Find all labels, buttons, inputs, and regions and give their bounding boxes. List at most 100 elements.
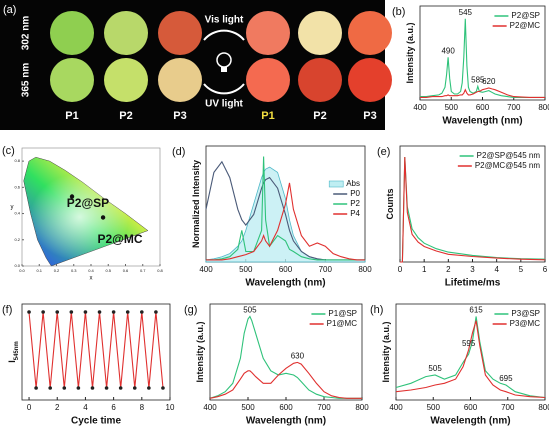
peak-annotation: 630: [291, 352, 305, 361]
series-line: [420, 87, 545, 98]
sample-disk: [246, 11, 290, 55]
y-axis-label-main: Normalized Intensity: [191, 160, 201, 248]
y-axis-label-main: Intensity (a.u.): [381, 321, 391, 382]
series-marker: [111, 310, 116, 314]
sample-disk: [104, 58, 148, 102]
y-axis-label-main: Counts: [385, 189, 395, 220]
peak-annotation: 695: [499, 374, 513, 383]
y-axis-label: Normalized Intensity: [191, 160, 201, 248]
series-marker: [55, 310, 60, 314]
col-label: P1: [261, 110, 274, 122]
series-marker: [140, 310, 144, 314]
x-tick-label: 2: [55, 403, 60, 412]
x-tick-label: 700: [501, 403, 515, 412]
x-axis-label: Wavelength (nm): [245, 278, 325, 289]
y-tick-label: 0.8: [14, 158, 20, 163]
x-tick-label: 400: [203, 403, 217, 412]
x-tick-label: 6: [111, 403, 116, 412]
series-line: [395, 320, 546, 399]
panel-label: (g): [184, 304, 197, 316]
cie-point-label: P2@SP: [67, 196, 109, 210]
peak-annotation: 490: [441, 46, 455, 55]
x-tick-label: 2: [446, 265, 451, 274]
legend-label: P2@MC: [510, 21, 541, 30]
series-marker: [62, 386, 67, 390]
y-tick-label: 0.4: [14, 211, 20, 216]
legend-label: P0: [350, 189, 360, 198]
x-tick-label: 700: [317, 403, 331, 412]
y-axis-label-main: Intensity (a.u.): [195, 321, 205, 382]
col-label: P2: [313, 110, 326, 122]
peak-annotation: 505: [243, 306, 257, 315]
sample-disk: [158, 11, 202, 55]
y-axis-label-sub: 545nm: [14, 341, 20, 360]
series-marker: [147, 386, 151, 390]
series-marker: [27, 310, 31, 314]
legend-label: Abs: [346, 179, 360, 188]
series-line: [209, 361, 362, 399]
y-axis-label: Counts: [385, 189, 395, 220]
x-axis-label: Wavelength (nm): [246, 416, 326, 427]
x-tick-label: 500: [445, 103, 459, 112]
x-tick-label: 4: [83, 403, 88, 412]
legend-label: P3@SP: [511, 309, 540, 318]
series-marker: [34, 386, 38, 390]
x-axis-label: Wavelength (nm): [442, 116, 522, 127]
panel-label: (c): [2, 145, 15, 157]
peak-annotation: 585: [471, 75, 485, 84]
x-tick-label: 0.3: [71, 268, 77, 273]
y-tick-label: 0.6: [14, 184, 20, 189]
panel-label: (b): [392, 6, 405, 18]
panel-label: (f): [2, 304, 12, 316]
legend-label: P1@SP: [328, 309, 357, 318]
sample-disk: [298, 11, 342, 55]
col-label: P2: [119, 110, 132, 122]
x-tick-label: 0: [398, 265, 403, 274]
sample-disk: [246, 58, 290, 102]
x-tick-label: 0.1: [36, 268, 42, 273]
y-axis-label: Intensity (a.u.): [195, 321, 205, 382]
col-label: P3: [363, 110, 376, 122]
x-tick-label: 1: [422, 265, 427, 274]
series-marker: [132, 386, 137, 390]
vis-label: Vis light: [205, 15, 244, 26]
peak-annotation: 545: [459, 8, 473, 17]
series-marker: [104, 386, 109, 390]
series-line: [395, 316, 546, 399]
series-line: [400, 156, 546, 263]
sample-disk: [298, 58, 342, 102]
plot-frame: [395, 303, 546, 401]
series-marker: [69, 310, 74, 314]
series-marker: [83, 310, 88, 314]
series-marker: [118, 386, 123, 390]
x-tick-label: 10: [166, 403, 175, 412]
y-axis-label: Intensity (a.u.): [381, 321, 391, 382]
x-tick-label: 800: [538, 403, 549, 412]
series-marker: [125, 310, 130, 314]
x-tick-label: 0.2: [54, 268, 60, 273]
x-tick-label: 800: [538, 103, 549, 112]
x-tick-label: 5: [519, 265, 524, 274]
x-tick-label: 0.7: [140, 268, 146, 273]
series-line: [28, 311, 164, 389]
x-axis-label: x: [90, 276, 93, 282]
legend-label: P2@SP@545 nm: [477, 151, 541, 160]
x-tick-label: 400: [389, 403, 403, 412]
x-tick-label: 800: [355, 403, 369, 412]
col-label: P3: [173, 110, 186, 122]
panel-label: (d): [172, 146, 185, 158]
y-tick-label: 0.2: [14, 237, 20, 242]
legend-label: P3@MC: [510, 319, 541, 328]
sample-disk: [348, 58, 392, 102]
cycle-arrows: [203, 29, 245, 95]
legend-label: P2@SP: [511, 11, 540, 20]
legend-swatch: [328, 180, 344, 188]
y-axis-label-main: I: [7, 360, 17, 363]
series-line: [206, 156, 365, 261]
series-marker: [161, 386, 165, 390]
series-marker: [90, 386, 95, 390]
series-marker: [41, 310, 45, 314]
series-marker: [154, 310, 158, 314]
x-tick-label: 600: [476, 103, 490, 112]
